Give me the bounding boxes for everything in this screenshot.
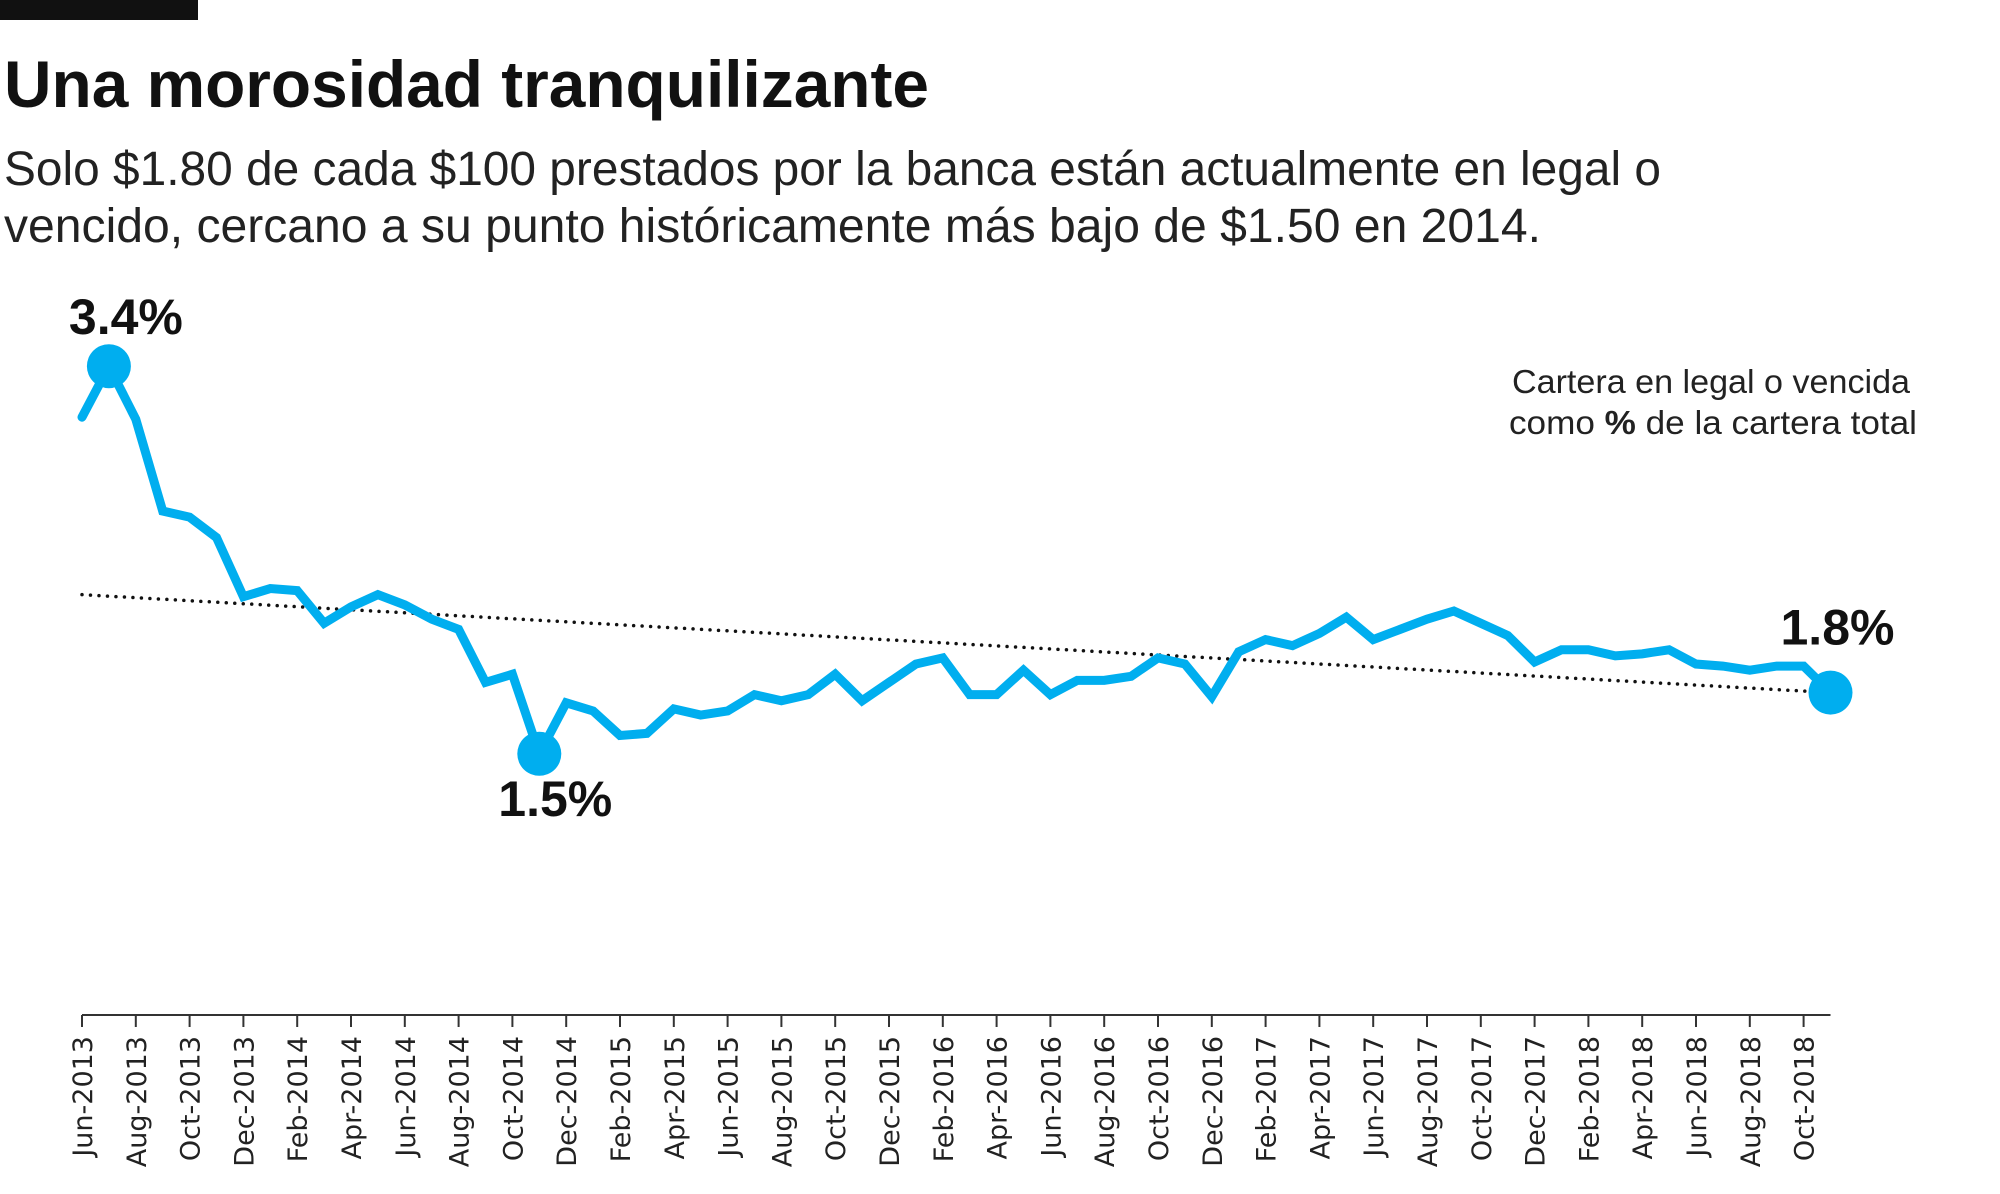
value-label: 1.5%	[498, 771, 612, 827]
x-tick-label: Jun-2013	[68, 1036, 99, 1159]
x-tick-label: Jun-2016	[1036, 1036, 1067, 1159]
x-tick-label: Oct-2015	[821, 1036, 852, 1161]
x-tick-label: Apr-2015	[660, 1036, 691, 1159]
x-tick-label: Apr-2014	[337, 1036, 368, 1159]
x-tick-label: Apr-2016	[983, 1036, 1014, 1159]
subtitle-line-1: Solo $1.80 de cada $100 prestados por la…	[4, 143, 1661, 196]
trendline	[80, 592, 1833, 695]
highlight-marker	[1808, 670, 1853, 715]
x-tick-label: Feb-2016	[929, 1036, 960, 1162]
x-tick-label: Aug-2014	[445, 1036, 476, 1167]
value-label: 1.8%	[1781, 600, 1895, 656]
x-tick-label: Dec-2016	[1198, 1036, 1229, 1167]
legend-note-pre: como	[1509, 404, 1605, 441]
x-tick-label: Aug-2017	[1413, 1036, 1444, 1167]
chart-title: Una morosidad tranquilizante	[4, 47, 929, 121]
x-tick-label: Feb-2018	[1574, 1036, 1605, 1162]
x-tick-label: Feb-2015	[606, 1036, 637, 1162]
subtitle-line-2: vencido, cercano a su punto históricamen…	[4, 200, 1541, 253]
x-tick-label: Dec-2014	[552, 1036, 583, 1167]
x-tick-label: Oct-2018	[1790, 1036, 1821, 1161]
x-tick-label: Apr-2017	[1305, 1036, 1336, 1159]
legend-note-line-1: Cartera en legal o vencida	[1512, 363, 1911, 400]
highlight-marker	[517, 731, 562, 776]
x-tick-label: Aug-2016	[1090, 1036, 1121, 1167]
x-tick-label: Feb-2014	[283, 1036, 314, 1162]
x-tick-label: Dec-2017	[1521, 1036, 1552, 1167]
x-tick-label: Aug-2015	[767, 1036, 798, 1167]
x-tick-label: Aug-2013	[122, 1036, 153, 1167]
legend-note-bold: %	[1605, 404, 1636, 441]
legend-note-post: de la cartera total	[1636, 404, 1917, 441]
x-tick-label: Oct-2016	[1144, 1036, 1175, 1161]
x-tick-label: Aug-2018	[1736, 1036, 1767, 1167]
x-tick-label: Feb-2017	[1252, 1036, 1283, 1162]
highlight-marker	[86, 344, 131, 389]
legend-note-line-2: como % de la cartera total	[1509, 404, 1917, 441]
x-tick-label: Oct-2013	[176, 1036, 207, 1161]
x-tick-label: Oct-2017	[1467, 1036, 1498, 1161]
x-tick-label: Dec-2013	[229, 1036, 260, 1167]
x-tick-label: Oct-2014	[498, 1036, 529, 1161]
plot-area: 3.4% 1.5% 1.8% Jun-2013 Aug-2013 Oct-2013 Dec-…	[68, 289, 1894, 1167]
series-line	[77, 356, 1835, 766]
x-tick-label: Jun-2018	[1682, 1036, 1713, 1159]
value-label: 3.4%	[69, 289, 183, 345]
x-tick-label: Jun-2015	[714, 1036, 745, 1159]
x-tick-label: Jun-2014	[391, 1036, 422, 1159]
x-tick-label: Dec-2015	[875, 1036, 906, 1167]
header-bar	[0, 0, 198, 20]
x-tick-label: Jun-2017	[1359, 1036, 1390, 1159]
x-tick-label: Apr-2018	[1628, 1036, 1659, 1159]
